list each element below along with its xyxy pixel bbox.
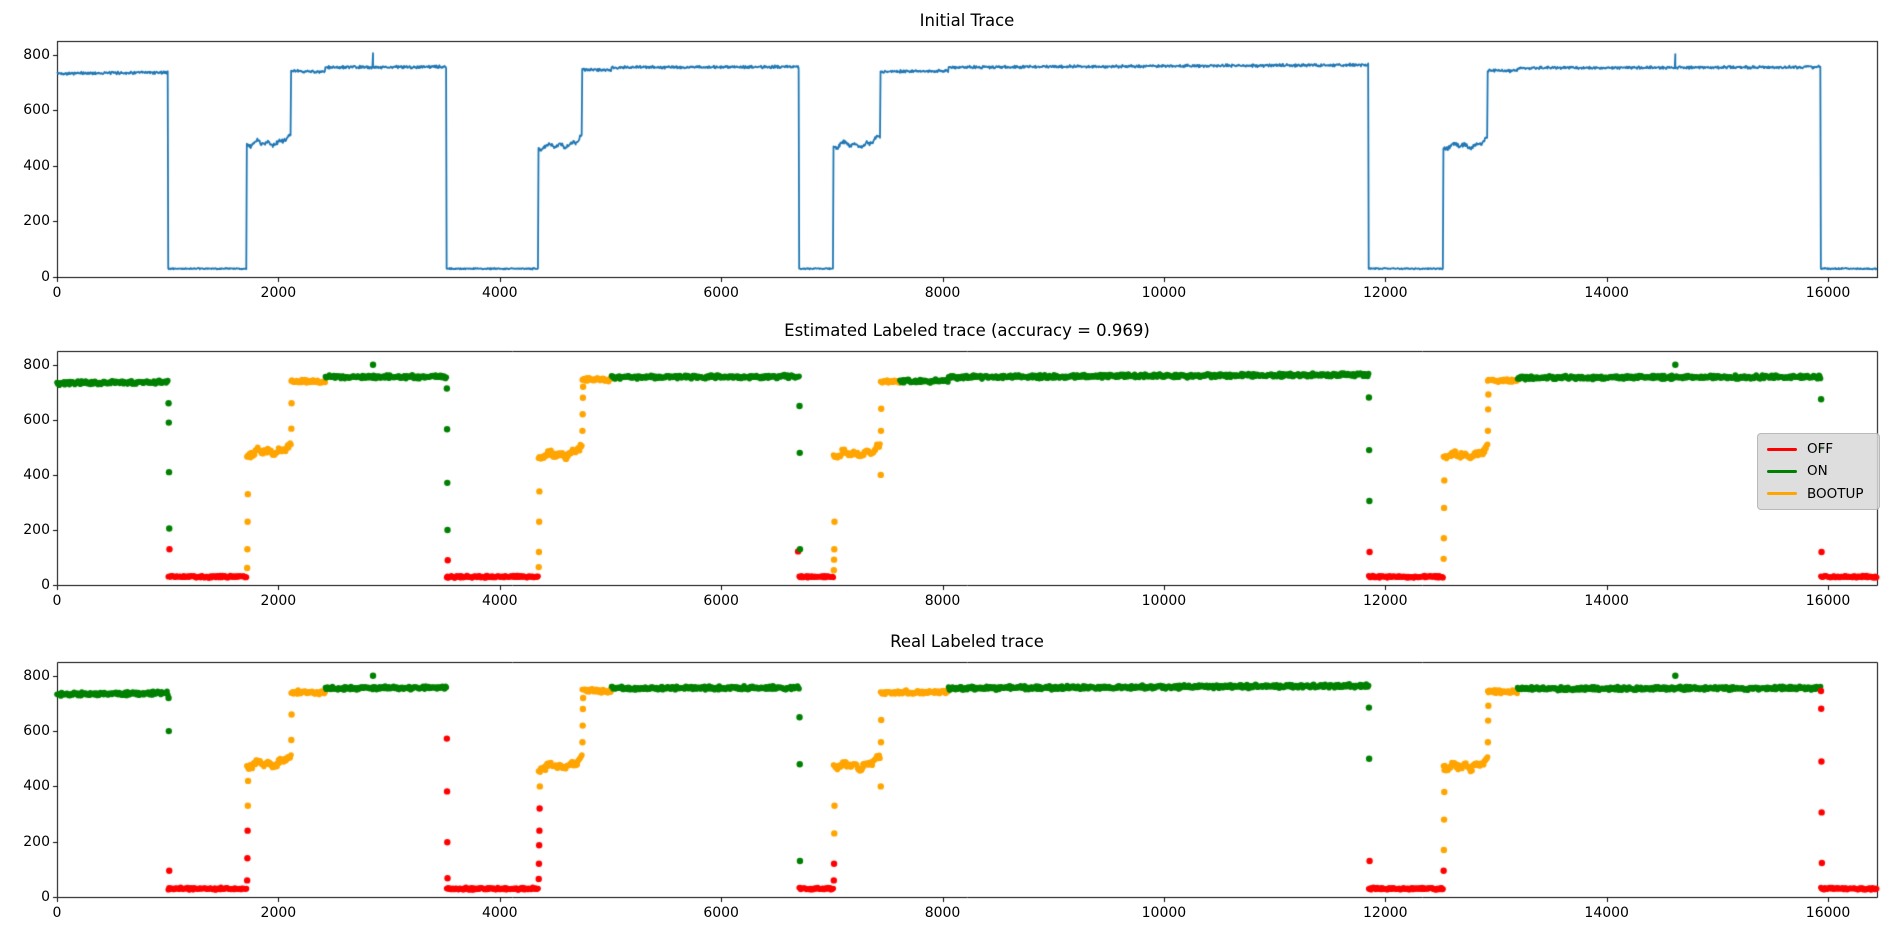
- y-tick-label: 800: [23, 356, 50, 373]
- x-tick-label: 14000: [1584, 593, 1629, 609]
- y-tick-label: 400: [23, 157, 50, 174]
- y-tick-label: 600: [23, 411, 50, 428]
- subplot-title-initial-trace: Initial Trace: [919, 11, 1015, 30]
- x-tick-label: 10000: [1141, 593, 1187, 609]
- on-line-swatch-icon: [1767, 469, 1797, 473]
- y-tick-label: 400: [23, 778, 50, 795]
- x-tick-label: 16000: [1805, 593, 1851, 609]
- x-tick-label: 4000: [481, 905, 518, 921]
- x-tick-label: 16000: [1805, 285, 1851, 301]
- legend: OFF ON BOOTUP: [1757, 433, 1880, 510]
- y-tick-label: 0: [41, 269, 50, 285]
- y-tick-label: 200: [23, 213, 50, 230]
- legend-entry-off: OFF: [1767, 441, 1870, 457]
- y-tick-label: 0: [41, 889, 50, 905]
- x-tick-label: 16000: [1805, 905, 1851, 921]
- x-tick-label: 0: [52, 593, 62, 609]
- bootup-line-swatch-icon: [1767, 492, 1797, 496]
- legend-entry-bootup: BOOTUP: [1767, 486, 1870, 502]
- y-tick-label: 600: [23, 723, 50, 740]
- y-tick-label: 200: [23, 521, 50, 538]
- x-tick-label: 8000: [924, 285, 961, 301]
- legend-label-on: ON: [1807, 463, 1828, 480]
- off-line-swatch-icon: [1767, 447, 1797, 451]
- y-tick-label: 800: [23, 667, 50, 684]
- x-tick-label: 12000: [1363, 285, 1408, 301]
- y-tick-label: 600: [23, 102, 50, 119]
- legend-label-bootup: BOOTUP: [1807, 485, 1864, 502]
- y-tick-label: 200: [23, 833, 50, 850]
- x-tick-label: 12000: [1363, 593, 1408, 609]
- x-tick-label: 10000: [1141, 285, 1187, 301]
- x-tick-label: 4000: [481, 285, 518, 301]
- x-tick-label: 2000: [260, 593, 297, 609]
- x-tick-label: 0: [52, 905, 62, 921]
- y-tick-label: 400: [23, 466, 50, 483]
- x-tick-label: 8000: [924, 593, 961, 609]
- x-tick-label: 0: [52, 285, 62, 301]
- x-tick-label: 2000: [260, 905, 297, 921]
- y-tick-label: 800: [23, 46, 50, 63]
- subplot-title-real-labeled-trace: Real Labeled trace: [890, 632, 1044, 651]
- x-tick-label: 14000: [1584, 905, 1629, 921]
- x-tick-label: 12000: [1363, 905, 1408, 921]
- y-tick-label: 0: [41, 577, 50, 593]
- x-tick-label: 4000: [481, 593, 518, 609]
- x-tick-label: 6000: [703, 285, 739, 301]
- legend-entry-on: ON: [1767, 463, 1870, 479]
- x-tick-label: 6000: [703, 593, 739, 609]
- legend-label-off: OFF: [1807, 441, 1834, 458]
- x-tick-label: 6000: [703, 905, 739, 921]
- subplot-title-estimated-labeled-trace: Estimated Labeled trace (accuracy = 0.96…: [784, 321, 1150, 340]
- x-tick-label: 8000: [924, 905, 961, 921]
- x-tick-label: 14000: [1584, 285, 1629, 301]
- x-tick-label: 10000: [1141, 905, 1187, 921]
- x-tick-label: 2000: [260, 285, 297, 301]
